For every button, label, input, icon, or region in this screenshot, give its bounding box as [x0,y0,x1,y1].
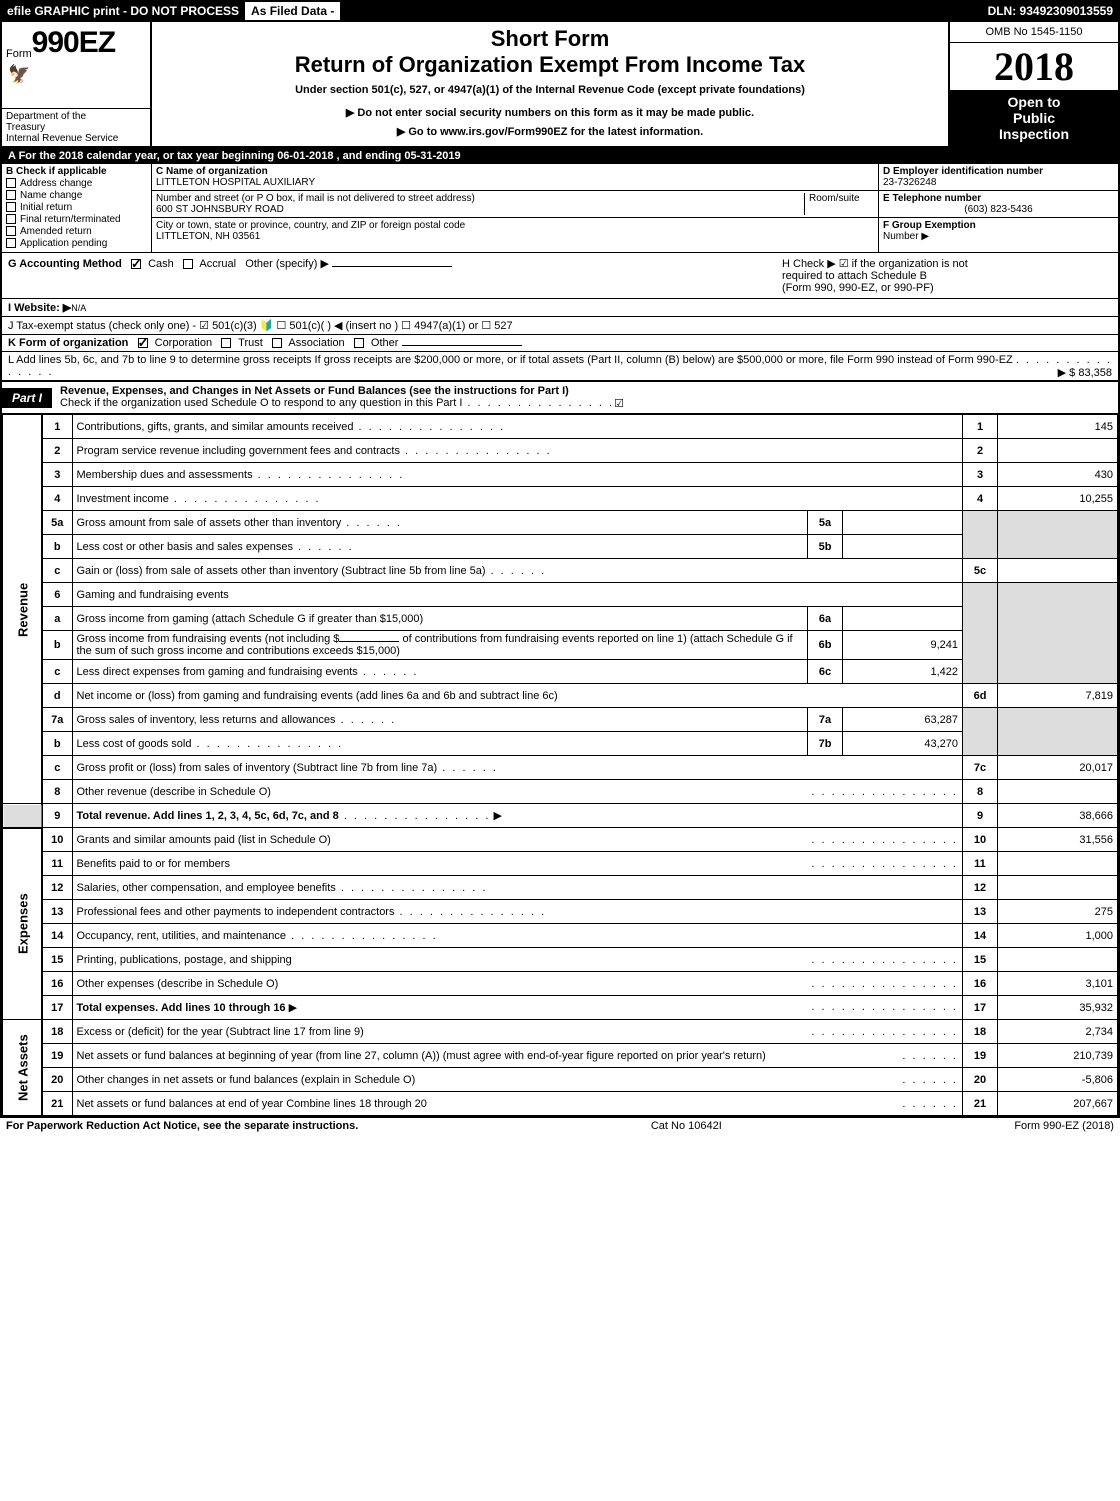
col-b-checkboxes: B Check if applicable Address change Nam… [2,164,152,252]
row-a-tax-year: A For the 2018 calendar year, or tax yea… [2,148,1118,164]
expenses-side-label: Expenses [3,828,43,1020]
h-check-line2: required to attach Schedule B [782,270,1112,282]
efile-notice: efile GRAPHIC print - DO NOT PROCESS [1,2,245,20]
open-to-public: Open to Public Inspection [950,90,1118,146]
other-specify-input[interactable] [332,266,452,267]
gross-receipts-amount: ▶ $ 83,358 [1058,366,1112,379]
city-label: City or town, state or province, country… [156,220,874,231]
net-assets-side-label: Net Assets [3,1020,43,1116]
part-1-header: Part I Revenue, Expenses, and Changes in… [2,382,1118,414]
line-17-value: 35,932 [998,996,1118,1020]
goto-link: ▶ Go to www.irs.gov/Form990EZ for the la… [160,125,940,138]
irs-eagle-icon: 🦅 [2,64,150,85]
form-page-label: Form 990-EZ (2018) [1014,1120,1114,1132]
form-title: Return of Organization Exempt From Incom… [160,52,940,78]
checkbox-trust[interactable] [221,338,231,348]
checkbox-association[interactable] [272,338,282,348]
as-filed: As Filed Data - [245,2,342,20]
street-label: Number and street (or P O box, if mail i… [156,193,804,204]
line-6c-value: 1,422 [843,660,963,684]
org-name-label: C Name of organization [156,166,874,177]
part-1-schedule-o-check: ☑ [614,397,624,410]
line-3-value: 430 [998,463,1118,487]
footer: For Paperwork Reduction Act Notice, see … [0,1118,1120,1134]
line-20-value: -5,806 [998,1068,1118,1092]
checkbox-initial-return[interactable] [6,202,16,212]
tax-year: 2018 [950,43,1118,90]
street-value: 600 ST JOHNSBURY ROAD [156,204,804,215]
line-1-value: 145 [998,415,1118,439]
checkbox-application-pending[interactable] [6,238,16,248]
line-9-value: 38,666 [998,804,1118,828]
short-form-title: Short Form [160,26,940,52]
line-6b-value: 9,241 [843,631,963,660]
row-g-accounting: G Accounting Method Cash Accrual Other (… [2,253,1118,299]
ssn-warning: ▶ Do not enter social security numbers o… [160,106,940,119]
line-11-value [998,852,1118,876]
row-i-website: I Website: ▶N/A [2,299,1118,317]
col-c-org-info: C Name of organization LITTLETON HOSPITA… [152,164,878,252]
row-l-gross-receipts: L Add lines 5b, 6c, and 7b to line 9 to … [2,352,1118,382]
part-1-table: Revenue 1 Contributions, gifts, grants, … [2,414,1118,1116]
accounting-method-label: G Accounting Method [8,258,122,270]
line-6a-value [843,607,963,631]
checkbox-amended-return[interactable] [6,226,16,236]
row-k-form-of-org: K Form of organization Corporation Trust… [2,335,1118,352]
tel-value: (603) 823-5436 [883,204,1114,215]
h-check-line3: (Form 990, 990-EZ, or 990-PF) [782,282,1112,294]
checkbox-final-return[interactable] [6,214,16,224]
top-bar: efile GRAPHIC print - DO NOT PROCESS As … [0,0,1120,22]
department-label: Department of the Treasury Internal Reve… [2,108,150,146]
form-number-block: Form990EZ [2,22,150,64]
ein-label: D Employer identification number [883,166,1114,177]
line-6d-value: 7,819 [998,684,1118,708]
checkbox-name-change[interactable] [6,190,16,200]
checkbox-cash[interactable] [131,259,141,269]
room-suite-label: Room/suite [804,193,874,215]
line-7c-value: 20,017 [998,756,1118,780]
part-1-check-line: Check if the organization used Schedule … [60,397,462,409]
cat-number: Cat No 10642I [651,1120,722,1132]
line-14-value: 1,000 [998,924,1118,948]
h-check-line1: H Check ▶ ☑ if the organization is not [782,257,1112,270]
line-19-value: 210,739 [998,1044,1118,1068]
line-10-value: 31,556 [998,828,1118,852]
line-15-value [998,948,1118,972]
line-18-value: 2,734 [998,1020,1118,1044]
line-16-value: 3,101 [998,972,1118,996]
revenue-side-label: Revenue [3,415,43,804]
group-exemption-number: Number ▶ [883,231,1114,242]
section-b-label: B Check if applicable [6,166,147,177]
ein-value: 23-7326248 [883,177,1114,188]
form-subtitle: Under section 501(c), 527, or 4947(a)(1)… [160,84,940,96]
part-1-title: Revenue, Expenses, and Changes in Net As… [60,385,569,397]
line-21-value: 207,667 [998,1092,1118,1116]
row-j-tax-exempt-status: J Tax-exempt status (check only one) - ☑… [2,317,1118,335]
line-12-value [998,876,1118,900]
group-exemption-label: F Group Exemption [883,220,1114,231]
line-7a-value: 63,287 [843,708,963,732]
dln-number: DLN: 93492309013559 [982,2,1119,20]
city-value: LITTLETON, NH 03561 [156,231,874,242]
part-1-tab: Part I [2,388,52,408]
tel-label: E Telephone number [883,193,1114,204]
checkbox-accrual[interactable] [183,259,193,269]
line-5b-value [843,535,963,559]
line-5c-value [998,559,1118,583]
omb-number: OMB No 1545-1150 [950,22,1118,43]
col-d-ein-tel: D Employer identification number 23-7326… [878,164,1118,252]
section-b-c-d: B Check if applicable Address change Nam… [2,164,1118,253]
line-8-value [998,780,1118,804]
org-name-value: LITTLETON HOSPITAL AUXILIARY [156,177,874,188]
paperwork-notice: For Paperwork Reduction Act Notice, see … [6,1120,358,1132]
line-5a-value [843,511,963,535]
checkbox-corporation[interactable] [138,338,148,348]
line-2-value [998,439,1118,463]
form-header: Form990EZ 🦅 Department of the Treasury I… [2,22,1118,148]
checkbox-other-org[interactable] [354,338,364,348]
line-7b-value: 43,270 [843,732,963,756]
line-4-value: 10,255 [998,487,1118,511]
line-13-value: 275 [998,900,1118,924]
checkbox-address-change[interactable] [6,178,16,188]
